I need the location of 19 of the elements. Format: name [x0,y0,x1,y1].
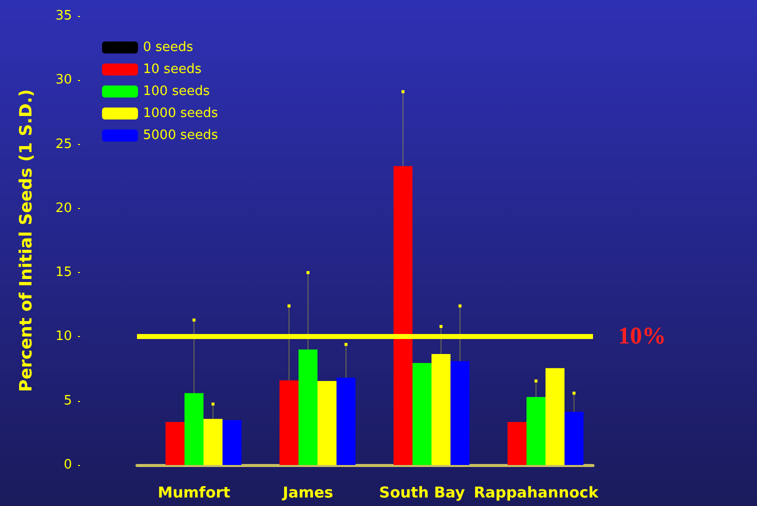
y-tick-label: 10 [55,329,72,344]
y-tick-label: 20 [55,200,72,216]
y-tick-label: 30 [55,72,72,88]
y-tick-label: 35 [55,8,72,24]
y-tick-label: 15 [55,265,72,280]
ref-line-label: 10% [618,324,666,350]
x-tick-label: Mumfort [158,484,230,502]
y-axis-title: Percent of Initial Seeds (1 S.D.) [16,89,36,392]
legend-label: 5000 seeds [143,128,218,143]
x-tick-label: Rappahannock [474,484,600,502]
y-tick-label: 25 [55,136,72,152]
y-tick-label: 0 [64,458,72,472]
legend-label: 100 seeds [143,84,210,99]
x-tick-label: James [282,484,334,502]
legend-label: 0 seeds [143,40,194,55]
legend-label: 10 seeds [143,62,202,77]
legend-label: 1000 seeds [143,106,218,121]
x-tick-label: South Bay [379,484,466,502]
y-tick-label: 5 [64,393,72,408]
